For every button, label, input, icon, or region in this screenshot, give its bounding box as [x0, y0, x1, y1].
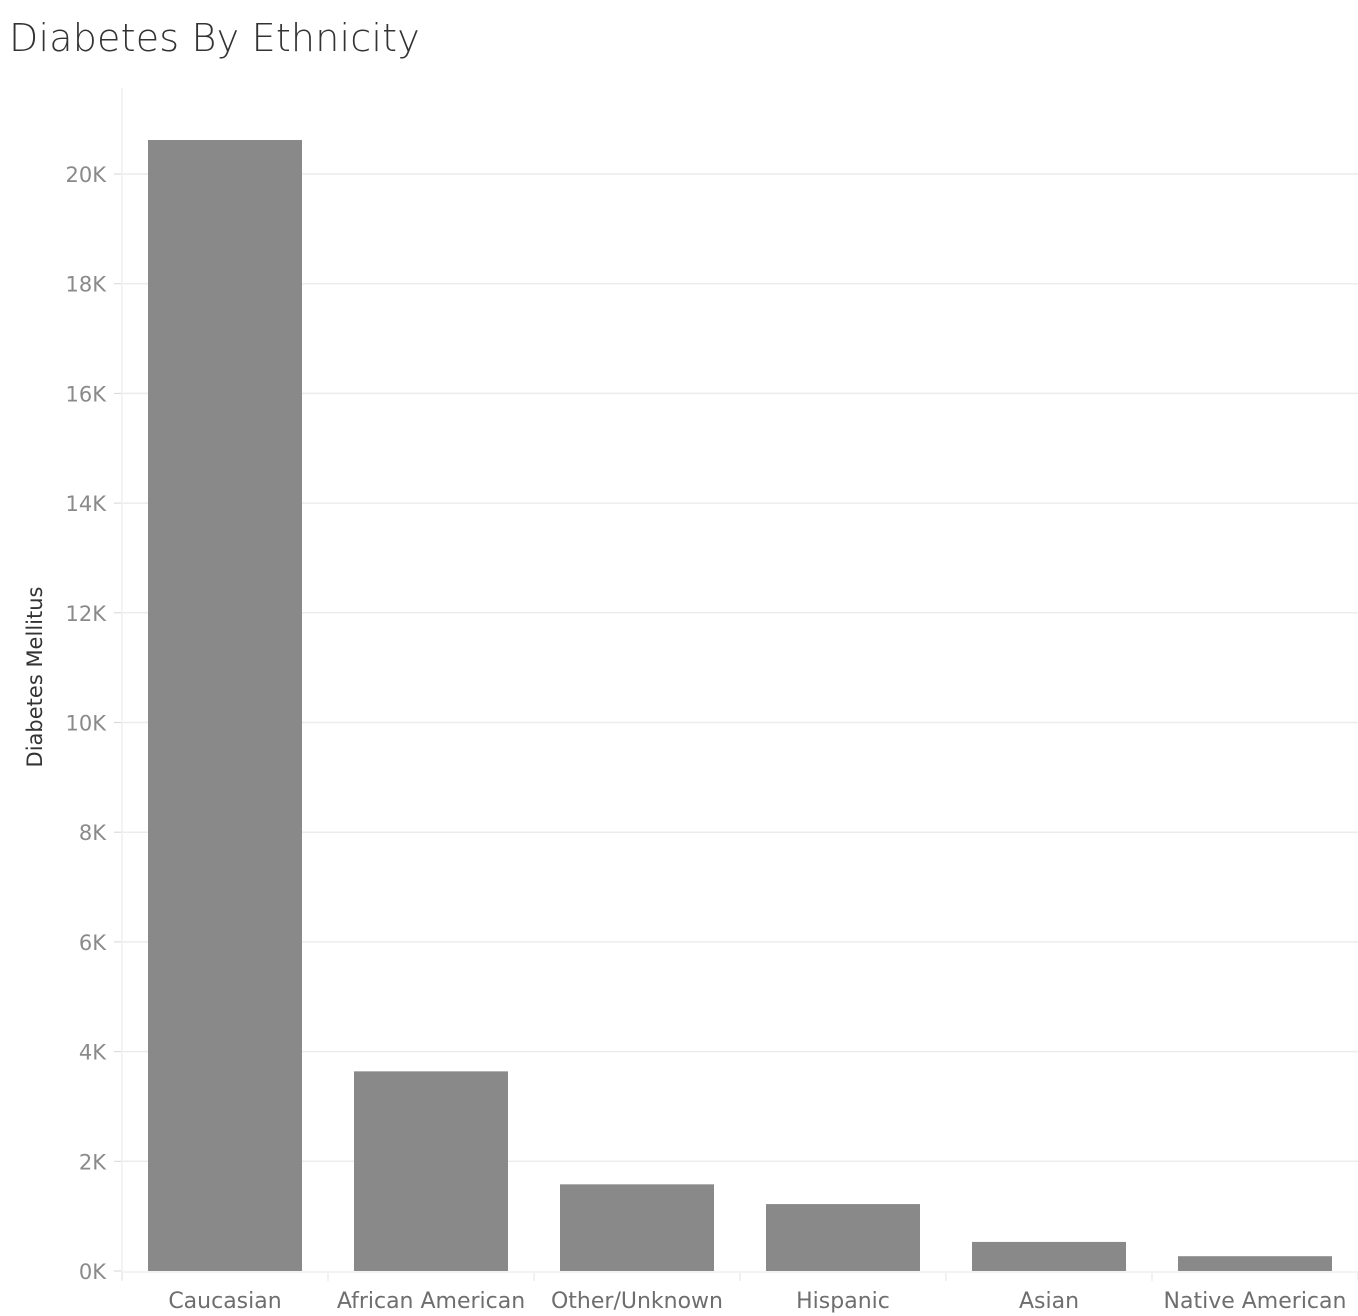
- x-category-label: Other/Unknown: [551, 1289, 723, 1314]
- x-category-label: Caucasian: [168, 1289, 281, 1314]
- y-tick-label: 6K: [79, 931, 107, 955]
- x-category-labels: Caucasian African American Other/Unknown Hi…: [168, 1289, 1346, 1314]
- y-tick-label: 4K: [79, 1041, 107, 1065]
- x-category-label: African American: [337, 1289, 525, 1314]
- bar: [354, 1071, 508, 1271]
- y-tick-labels: 0K 2K 4K 6K 8K 10K 12K 14K 16K 18K 20K: [66, 163, 108, 1284]
- bar: [148, 139, 302, 1271]
- y-axis-title: Diabetes Mellitus: [23, 587, 47, 768]
- y-tick-label: 10K: [66, 712, 108, 736]
- x-category-label: Native American: [1164, 1289, 1347, 1314]
- y-tick-label: 2K: [79, 1150, 107, 1174]
- x-category-label: Hispanic: [796, 1289, 890, 1314]
- chart-title: Diabetes By Ethnicity: [9, 16, 420, 60]
- bar: [1178, 1256, 1332, 1271]
- gridlines: [114, 173, 1358, 1272]
- y-tick-label: 14K: [66, 492, 108, 516]
- y-tick-label: 0K: [79, 1260, 107, 1284]
- y-tick-label: 16K: [66, 382, 108, 406]
- x-category-label: Asian: [1019, 1289, 1079, 1314]
- bar: [766, 1204, 920, 1271]
- y-tick-label: 20K: [66, 163, 108, 187]
- y-tick-label: 12K: [66, 602, 108, 626]
- bar: [560, 1184, 714, 1271]
- bars: [148, 139, 1332, 1271]
- y-tick-label: 18K: [66, 273, 108, 297]
- y-tick-label: 8K: [79, 821, 107, 845]
- bar: [972, 1241, 1126, 1271]
- axes: [121, 88, 1358, 1281]
